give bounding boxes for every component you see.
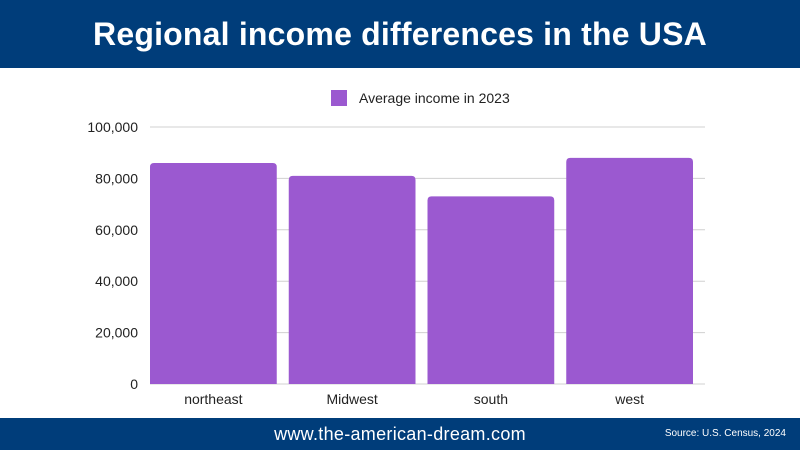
y-tick-label: 0 (130, 376, 138, 392)
chart-title: Regional income differences in the USA (93, 15, 707, 52)
bar-chart: 0 20,000 40,000 60,000 80,000 100,000 northeas… (87, 90, 705, 407)
y-tick-label: 80,000 (95, 170, 138, 186)
legend-label: Average income in 2023 (359, 90, 510, 106)
bar-west[interactable] (566, 157, 693, 384)
bar-northeast[interactable] (150, 162, 277, 384)
x-tick-label: south (474, 391, 508, 407)
website-url[interactable]: www.the-american-dream.com (274, 424, 526, 444)
x-tick-label: Midwest (326, 391, 377, 407)
source-note: Source: U.S. Census, 2024 (664, 428, 786, 439)
y-tick-label: 100,000 (87, 119, 138, 135)
x-tick-label: west (614, 391, 644, 407)
y-tick-label: 40,000 (95, 273, 138, 289)
header-banner: Regional income differences in the USA (0, 0, 800, 68)
legend-swatch (331, 90, 347, 106)
y-tick-label: 20,000 (95, 325, 138, 341)
footer-banner: www.the-american-dream.com Source: U.S. … (0, 418, 800, 450)
bar-midwest[interactable] (288, 175, 416, 384)
bar-south[interactable] (427, 196, 555, 384)
x-tick-label: northeast (184, 391, 242, 407)
chart-area: 0 20,000 40,000 60,000 80,000 100,000 northeas… (0, 68, 800, 418)
y-tick-label: 60,000 (95, 222, 138, 238)
